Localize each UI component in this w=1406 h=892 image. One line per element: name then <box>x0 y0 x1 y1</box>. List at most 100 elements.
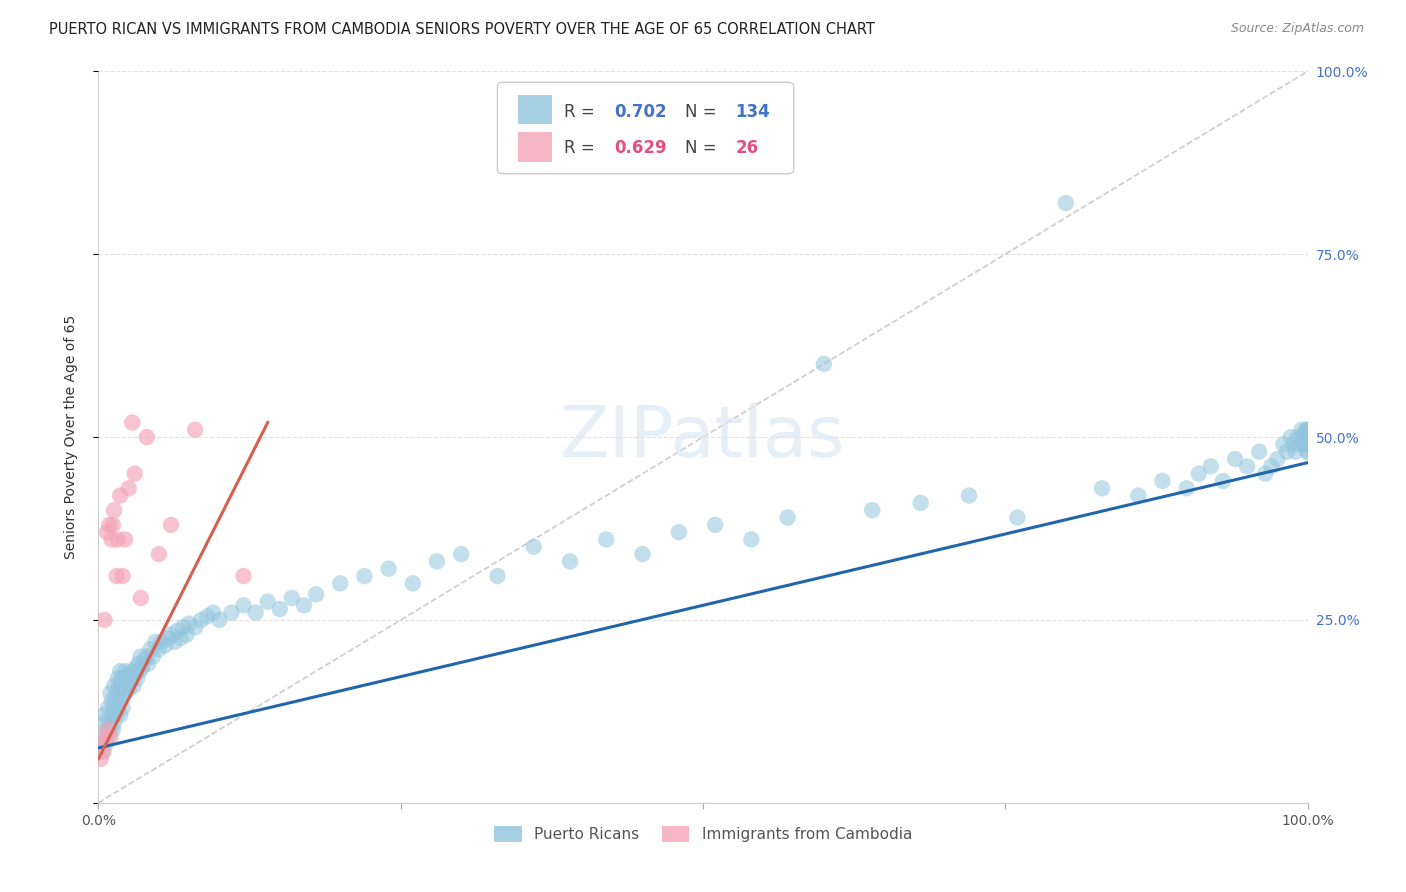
Point <box>114 533 136 547</box>
Point <box>100 693 122 707</box>
Point <box>148 642 170 657</box>
FancyBboxPatch shape <box>517 132 553 161</box>
Point <box>232 599 254 613</box>
Point <box>103 503 125 517</box>
Point <box>96 525 118 540</box>
Point <box>131 660 153 674</box>
Point <box>523 540 546 554</box>
Point <box>97 700 120 714</box>
Point <box>704 517 727 532</box>
Point <box>208 613 231 627</box>
Point <box>1282 437 1305 451</box>
Point <box>108 489 131 503</box>
Point <box>305 587 328 601</box>
Point <box>1296 437 1319 451</box>
Point <box>1296 430 1319 444</box>
Point <box>184 620 207 634</box>
Point <box>1275 444 1298 458</box>
Point <box>329 576 352 591</box>
Point <box>221 606 243 620</box>
Point <box>1260 459 1282 474</box>
Point <box>631 547 654 561</box>
Point <box>94 737 117 751</box>
Point <box>127 672 149 686</box>
Point <box>124 667 146 681</box>
Point <box>1296 444 1319 458</box>
Point <box>110 686 132 700</box>
Point <box>94 730 117 744</box>
Point <box>125 660 148 674</box>
Point <box>1091 481 1114 495</box>
Point <box>1284 444 1306 458</box>
Point <box>1296 423 1319 437</box>
Point <box>135 649 157 664</box>
Point <box>377 562 399 576</box>
Point <box>157 632 180 646</box>
Point <box>1249 444 1271 458</box>
Point <box>90 737 112 751</box>
Point <box>740 533 762 547</box>
Point <box>127 657 149 671</box>
Point <box>292 599 315 613</box>
Point <box>135 430 157 444</box>
Text: R =: R = <box>564 103 600 120</box>
Point <box>910 496 932 510</box>
Point <box>110 672 132 686</box>
Point <box>1296 437 1319 451</box>
Point <box>1254 467 1277 481</box>
Point <box>100 708 122 723</box>
Y-axis label: Seniors Poverty Over the Age of 65: Seniors Poverty Over the Age of 65 <box>63 315 77 559</box>
Point <box>402 576 425 591</box>
Point <box>118 667 141 681</box>
Point <box>426 554 449 568</box>
Point <box>91 730 114 744</box>
Point <box>163 635 186 649</box>
Point <box>122 679 145 693</box>
Point <box>486 569 509 583</box>
Point <box>169 632 191 646</box>
Point <box>1128 489 1150 503</box>
Text: N =: N = <box>685 139 721 157</box>
Point <box>107 700 129 714</box>
Point <box>114 686 136 700</box>
Point <box>232 569 254 583</box>
Point <box>957 489 980 503</box>
Point <box>129 591 152 605</box>
Point <box>101 723 124 737</box>
Point <box>118 682 141 697</box>
FancyBboxPatch shape <box>498 82 793 174</box>
Point <box>1152 474 1174 488</box>
Point <box>101 517 124 532</box>
Point <box>190 613 212 627</box>
Point <box>153 639 176 653</box>
Point <box>160 517 183 532</box>
Point <box>245 606 267 620</box>
Point <box>108 693 131 707</box>
Point <box>143 635 166 649</box>
Point <box>668 525 690 540</box>
Point <box>105 708 128 723</box>
Point <box>353 569 375 583</box>
Text: N =: N = <box>685 103 721 120</box>
Point <box>269 602 291 616</box>
Point <box>98 715 121 730</box>
Point <box>450 547 472 561</box>
Point <box>1292 430 1315 444</box>
Point <box>1212 474 1234 488</box>
Point <box>1279 430 1302 444</box>
Point <box>139 642 162 657</box>
Point <box>1175 481 1198 495</box>
Point <box>91 737 114 751</box>
Point <box>115 679 138 693</box>
Point <box>111 679 134 693</box>
Text: PUERTO RICAN VS IMMIGRANTS FROM CAMBODIA SENIORS POVERTY OVER THE AGE OF 65 CORR: PUERTO RICAN VS IMMIGRANTS FROM CAMBODIA… <box>49 22 875 37</box>
Point <box>112 672 135 686</box>
Point <box>1295 423 1317 437</box>
Point <box>1286 430 1309 444</box>
Point <box>281 591 304 605</box>
Point <box>124 467 146 481</box>
Point <box>108 708 131 723</box>
Text: R =: R = <box>564 139 600 157</box>
Point <box>1296 430 1319 444</box>
Text: 0.702: 0.702 <box>614 103 668 120</box>
